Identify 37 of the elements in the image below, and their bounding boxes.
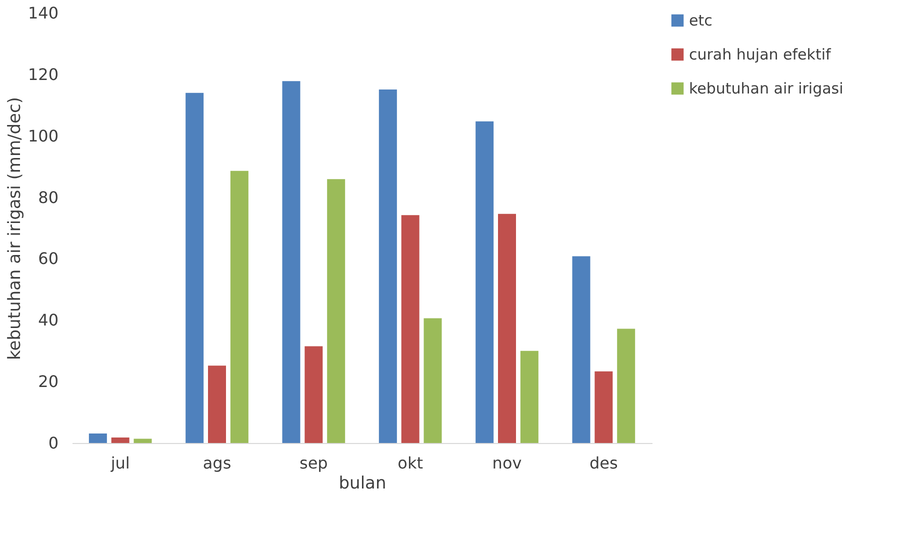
bar [424, 318, 442, 443]
x-tick-label: jul [110, 454, 130, 472]
bar [572, 256, 590, 443]
bar [401, 215, 420, 443]
y-tick-label: 120 [28, 64, 58, 84]
bar [134, 438, 152, 443]
bar [230, 170, 248, 443]
y-tick-label: 80 [38, 188, 58, 207]
legend-label: etc [689, 12, 712, 30]
x-tick-label: ags [202, 454, 232, 472]
y-tick-label: 100 [28, 126, 58, 146]
bar [88, 433, 107, 443]
legend-label: curah hujan efektif [689, 46, 832, 64]
bar [520, 350, 538, 443]
x-tick-label: sep [299, 454, 328, 472]
bar [476, 121, 494, 443]
bar [617, 328, 636, 443]
legend-label: kebutuhan air irigasi [689, 80, 844, 98]
bar [282, 81, 300, 443]
x-tick-label: des [589, 454, 618, 472]
y-tick-label: 140 [28, 4, 58, 22]
y-tick-label: 0 [48, 434, 58, 452]
y-axis-title: kebutuhan air irigasi (mm/dec) [4, 97, 25, 360]
x-tick-label: okt [398, 454, 423, 472]
bar [327, 179, 346, 443]
bar [186, 92, 204, 443]
x-tick-label: nov [492, 454, 522, 472]
bar [111, 437, 130, 443]
bar [594, 371, 613, 443]
y-tick-label: 20 [38, 372, 58, 392]
x-axis-title: bulan [338, 474, 386, 494]
bar [304, 346, 323, 443]
y-tick-label: 60 [38, 249, 58, 268]
y-tick-label: 40 [38, 310, 58, 330]
bar [378, 89, 397, 443]
bar [498, 214, 516, 443]
bar [208, 366, 226, 443]
